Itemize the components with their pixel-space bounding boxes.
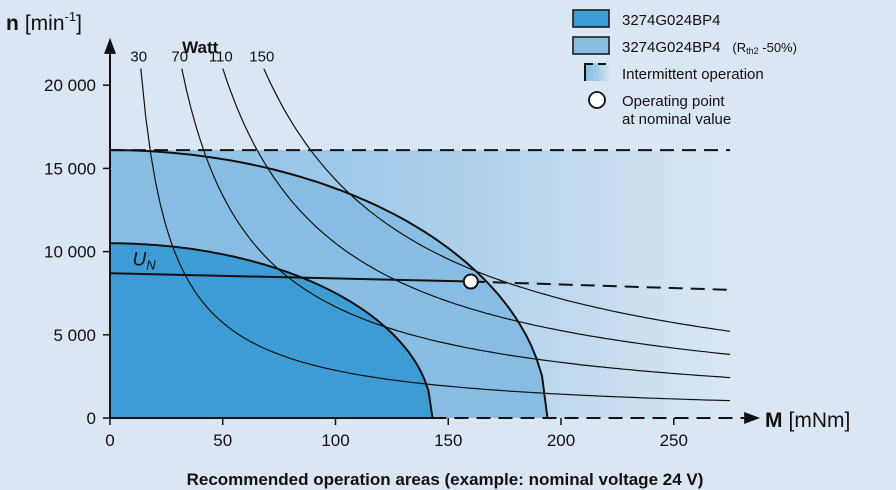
- y-ticks: 0 5 000 10 000 15 000 20 000: [44, 76, 110, 428]
- axes: 0 50 100 150 200 250 0 5 000 10 000 15 000 20 000: [44, 37, 761, 450]
- power-curve-label-150w: 150: [249, 49, 274, 66]
- boundaries-layer: [109, 149, 731, 419]
- power-curve-70w: [181, 68, 731, 379]
- areas-layer: [110, 150, 731, 418]
- x-tick-label-200: 200: [547, 431, 575, 450]
- legend-label-extended-tail: -50%): [759, 40, 797, 55]
- power-curves-title: Watt: [182, 38, 219, 57]
- nominal-voltage-subscript: N: [146, 258, 156, 273]
- power-curve-label-110w: 110: [209, 49, 233, 66]
- x-tick-label-250: 250: [660, 431, 688, 450]
- x-tick-label-100: 100: [321, 431, 349, 450]
- y-tick-label-15000: 15 000: [44, 159, 96, 178]
- nominal-voltage-line: [109, 272, 471, 283]
- legend-swatch-extended: [572, 36, 610, 55]
- power-curve-110w: [222, 68, 731, 355]
- x-axis-symbol: M: [765, 409, 783, 432]
- legend-label-intermittent: Intermittent operation: [622, 66, 764, 83]
- x-tick-label-150: 150: [434, 431, 462, 450]
- power-curve-label-70w: 70: [171, 49, 188, 66]
- y-tick-label-5000: 5 000: [53, 326, 96, 345]
- legend-label-operating-point-line1: Operating point: [622, 93, 725, 110]
- y-tick-label-10000: 10 000: [44, 243, 96, 262]
- y-tick-label-20000: 20 000: [44, 76, 96, 95]
- y-axis-symbol: n: [6, 12, 19, 35]
- legend-label-extended-name: 3274G024BP4: [622, 39, 720, 56]
- x-tick-label-50: 50: [213, 431, 232, 450]
- legend-swatch-continuous: [572, 9, 610, 28]
- power-curve-150w: [263, 68, 731, 332]
- power-curve-30w: [140, 68, 731, 402]
- power-curve-label-30w: 30: [130, 49, 147, 66]
- legend-label-continuous: 3274G024BP4: [622, 12, 720, 29]
- legend-label-extended-r: (R: [732, 40, 746, 55]
- nominal-voltage-label: UN: [133, 250, 157, 273]
- legend-label-extended: 3274G024BP4 (Rth2 -50%): [622, 39, 797, 56]
- continuous-boundary-curve: [110, 242, 434, 419]
- legend-swatch-intermittent: [584, 63, 611, 81]
- x-axis-unit: [mNm]: [789, 409, 851, 432]
- y-axis-unit-exponent: -1: [65, 9, 77, 24]
- x-tick-label-0: 0: [105, 431, 114, 450]
- power-curves: 30 70 110 150: [130, 49, 731, 402]
- legend-symbol-operating-point: [588, 91, 606, 109]
- y-tick-label-0: 0: [87, 409, 96, 428]
- extended-boundary-curve: [110, 149, 549, 419]
- y-axis-unit-close: ]: [76, 12, 82, 35]
- y-axis-arrow: [104, 37, 116, 54]
- y-axis-title: n [min-1]: [6, 9, 82, 35]
- chart-title: Recommended operation areas (example: no…: [187, 470, 704, 489]
- legend: 3274G024BP4 3274G024BP4 (Rth2 -50%) Inter…: [572, 9, 797, 128]
- x-ticks: 0 50 100 150 200 250: [105, 418, 688, 450]
- y-axis-unit: [min: [25, 12, 65, 35]
- x-axis-title: M [mNm]: [765, 409, 850, 432]
- x-axis-arrow: [744, 412, 761, 424]
- legend-label-extended-sub: th2: [746, 46, 759, 56]
- nominal-voltage-symbol: U: [133, 250, 147, 271]
- operating-point-marker: [462, 273, 479, 290]
- continuous-operation-area: [110, 243, 433, 418]
- legend-label-operating-point-line2: at nominal value: [622, 111, 731, 128]
